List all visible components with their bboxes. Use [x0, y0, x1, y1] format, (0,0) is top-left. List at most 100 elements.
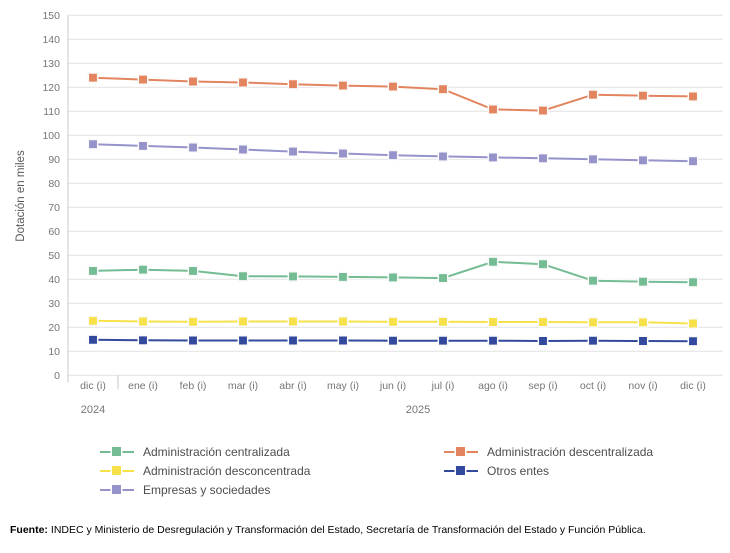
- legend-item-administracion-descentralizada: Administración descentralizada: [444, 444, 654, 459]
- data-point-marker: [137, 264, 149, 276]
- data-point-marker: [687, 318, 699, 329]
- data-point-marker: [487, 316, 499, 328]
- chart-legend: Administración centralizada Administració…: [0, 445, 730, 505]
- legend-marker: [444, 466, 478, 475]
- y-tick-label: 10: [48, 346, 60, 358]
- legend-label: Administración descentralizada: [487, 444, 654, 459]
- data-point-marker: [137, 74, 149, 86]
- x-tick-label: abr (i): [279, 380, 306, 392]
- data-point-marker: [87, 315, 99, 327]
- data-point-marker: [487, 335, 499, 347]
- y-tick-label: 70: [48, 202, 60, 214]
- legend-item-otros-entes: Otros entes: [444, 464, 653, 478]
- y-tick-label: 20: [48, 322, 60, 334]
- year-label: 2024: [81, 404, 105, 416]
- chart-plot-area: 0 10 20 30 40 50 60 70 80 90 100 110 120 130 140 150 dic…: [42, 10, 723, 416]
- data-point-marker: [137, 334, 149, 346]
- data-point-marker: [387, 335, 399, 347]
- data-point-marker: [187, 142, 199, 153]
- y-tick-label: 90: [48, 154, 60, 166]
- data-point-marker: [537, 335, 549, 347]
- data-point-marker: [287, 270, 299, 282]
- data-point-marker: [637, 335, 649, 347]
- data-point-marker: [537, 258, 549, 270]
- data-point-marker: [487, 103, 499, 115]
- data-point-marker: [287, 78, 299, 90]
- source-note: Fuente: INDEC y Ministerio de Desregulaci…: [10, 524, 646, 536]
- data-point-marker: [387, 81, 399, 93]
- axis-lines: [67, 15, 119, 390]
- y-tick-label: 0: [54, 370, 60, 382]
- x-tick-label: nov (i): [628, 380, 657, 392]
- data-point-marker: [587, 316, 599, 328]
- legend-column: Administración descentralizada Otros ente…: [444, 444, 654, 478]
- data-point-marker: [487, 151, 499, 163]
- data-point-marker: [387, 271, 399, 283]
- data-point-marker: [87, 138, 99, 150]
- data-point-marker: [437, 150, 449, 162]
- data-point-marker: [237, 335, 249, 346]
- series-line-administracion-descentralizada: [87, 72, 699, 117]
- x-tick-label: sep (i): [528, 380, 557, 392]
- series-line-administracion-desconcentrada: [87, 315, 699, 329]
- x-tick-label: dic (i): [80, 380, 106, 392]
- x-tick-label: ene (i): [128, 380, 158, 392]
- y-tick-label: 40: [48, 274, 60, 286]
- data-point-marker: [237, 77, 249, 88]
- data-point-marker: [437, 335, 449, 347]
- y-tick-label: 130: [42, 58, 60, 70]
- data-point-marker: [387, 149, 399, 161]
- x-tick-label: may (i): [327, 380, 359, 392]
- series-line-administracion-centralizada: [87, 256, 699, 288]
- data-point-marker: [537, 152, 549, 164]
- legend-item-administracion-desconcentrada: Administración desconcentrada: [100, 464, 310, 478]
- data-point-marker: [87, 334, 99, 346]
- data-point-marker: [637, 276, 649, 288]
- y-tick-label: 80: [48, 178, 60, 190]
- legend-label: Administración centralizada: [143, 444, 290, 459]
- data-point-marker: [687, 155, 699, 167]
- data-point-marker: [87, 72, 99, 84]
- y-tick-label: 120: [42, 82, 60, 94]
- y-axis-title: Dotación en miles: [15, 150, 27, 242]
- year-label: 2025: [406, 404, 430, 416]
- data-point-marker: [187, 335, 199, 346]
- data-point-marker: [337, 148, 349, 159]
- data-point-marker: [587, 89, 599, 101]
- x-tick-label: ago (i): [478, 380, 508, 392]
- data-point-marker: [637, 90, 649, 102]
- x-tick-label: feb (i): [180, 380, 207, 392]
- source-label: Fuente:: [10, 524, 48, 536]
- data-point-marker: [237, 270, 249, 282]
- x-tick-label: jun (i): [379, 380, 406, 392]
- y-tick-label: 50: [48, 250, 60, 262]
- data-point-marker: [487, 256, 499, 268]
- legend-item-administracion-centralizada: Administración centralizada: [100, 444, 310, 459]
- data-point-marker: [537, 105, 549, 117]
- data-point-marker: [287, 146, 299, 158]
- legend-label: Empresas y sociedades: [143, 482, 271, 497]
- data-point-marker: [687, 335, 699, 347]
- data-point-marker: [187, 316, 199, 328]
- y-axis-labels: 0 10 20 30 40 50 60 70 80 90 100 110 120 130 140 150: [42, 10, 60, 382]
- x-tick-label: mar (i): [228, 380, 258, 392]
- data-point-marker: [337, 80, 349, 92]
- data-point-marker: [237, 316, 249, 327]
- data-point-marker: [587, 335, 599, 347]
- data-point-marker: [337, 271, 349, 283]
- data-point-marker: [137, 316, 149, 327]
- data-point-marker: [287, 316, 299, 327]
- y-tick-label: 60: [48, 226, 60, 238]
- data-point-marker: [437, 83, 449, 95]
- data-point-marker: [287, 335, 299, 346]
- data-point-marker: [187, 265, 199, 277]
- data-point-marker: [137, 140, 149, 152]
- line-chart: Dotación en miles 0 10 20 30 40 50 60 70 80 90 100…: [15, 10, 723, 416]
- data-point-marker: [187, 76, 199, 87]
- series-line-empresas-y-sociedades: [87, 138, 699, 167]
- series-line-otros-entes: [87, 334, 699, 347]
- y-tick-label: 140: [42, 34, 60, 46]
- source-text: INDEC y Ministerio de Desregulación y Tr…: [50, 524, 646, 536]
- year-labels: 2024 2025: [81, 404, 430, 416]
